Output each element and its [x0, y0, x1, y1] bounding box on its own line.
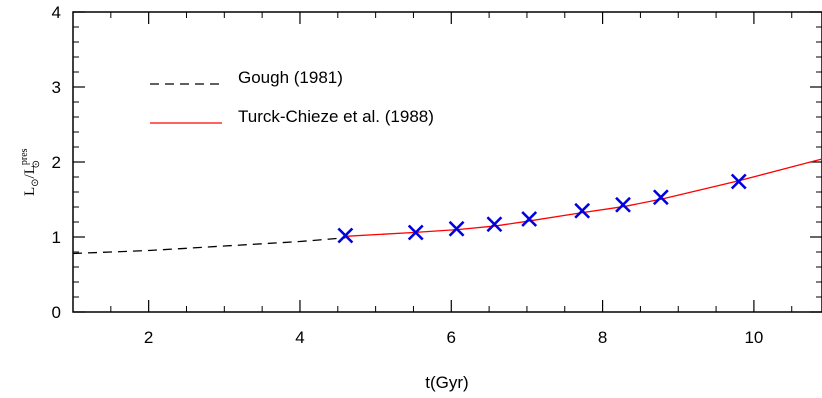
- y-tick-label: 1: [52, 228, 61, 247]
- legend: Gough (1981) Turck-Chieze et al. (1988): [150, 68, 434, 126]
- x-marker: [615, 196, 631, 213]
- y-label-sun1: ⊙: [30, 178, 41, 186]
- x-marker: [337, 227, 354, 244]
- x-marker: [448, 220, 465, 237]
- y-label-pres: pres: [19, 148, 30, 165]
- y-tick-label: 2: [52, 153, 61, 172]
- x-marker: [730, 173, 747, 190]
- x-tick-label: 4: [295, 328, 304, 347]
- series-lines: [72, 158, 822, 255]
- x-axis-title: t(Gyr): [425, 373, 468, 392]
- axis-ticks: [73, 11, 822, 313]
- y-label-l2: L: [22, 165, 38, 174]
- x-tick-label: 10: [744, 328, 763, 347]
- x-marker: [407, 224, 424, 241]
- x-marker: [652, 189, 669, 206]
- y-label-slash: /: [22, 173, 38, 178]
- x-tick-label: 2: [144, 328, 153, 347]
- y-tick-label: 4: [52, 3, 61, 22]
- y-label-sun2: ⊙: [31, 160, 42, 168]
- legend-label-gough: Gough (1981): [238, 68, 343, 87]
- x-tick-label: 6: [447, 328, 456, 347]
- turck-chieze-series-line: [345, 158, 822, 237]
- x-tick-label: 8: [598, 328, 607, 347]
- data-markers: [337, 173, 747, 244]
- gough-series-line: [72, 237, 346, 255]
- y-axis-title: L⊙/Lpres⊙: [19, 148, 42, 196]
- plot-frame: [72, 11, 822, 313]
- x-marker: [521, 211, 538, 227]
- y-tick-label: 0: [52, 303, 61, 322]
- x-marker: [486, 216, 503, 233]
- y-tick-label: 3: [52, 78, 61, 97]
- y-label-l1: L: [22, 187, 38, 196]
- legend-label-turck: Turck-Chieze et al. (1988): [238, 107, 434, 126]
- x-marker: [574, 202, 591, 219]
- svg-text:L⊙/Lpres⊙: L⊙/Lpres⊙: [19, 148, 42, 196]
- tick-labels: 2 4 6 8 10 0 1 2 3 4: [52, 3, 764, 347]
